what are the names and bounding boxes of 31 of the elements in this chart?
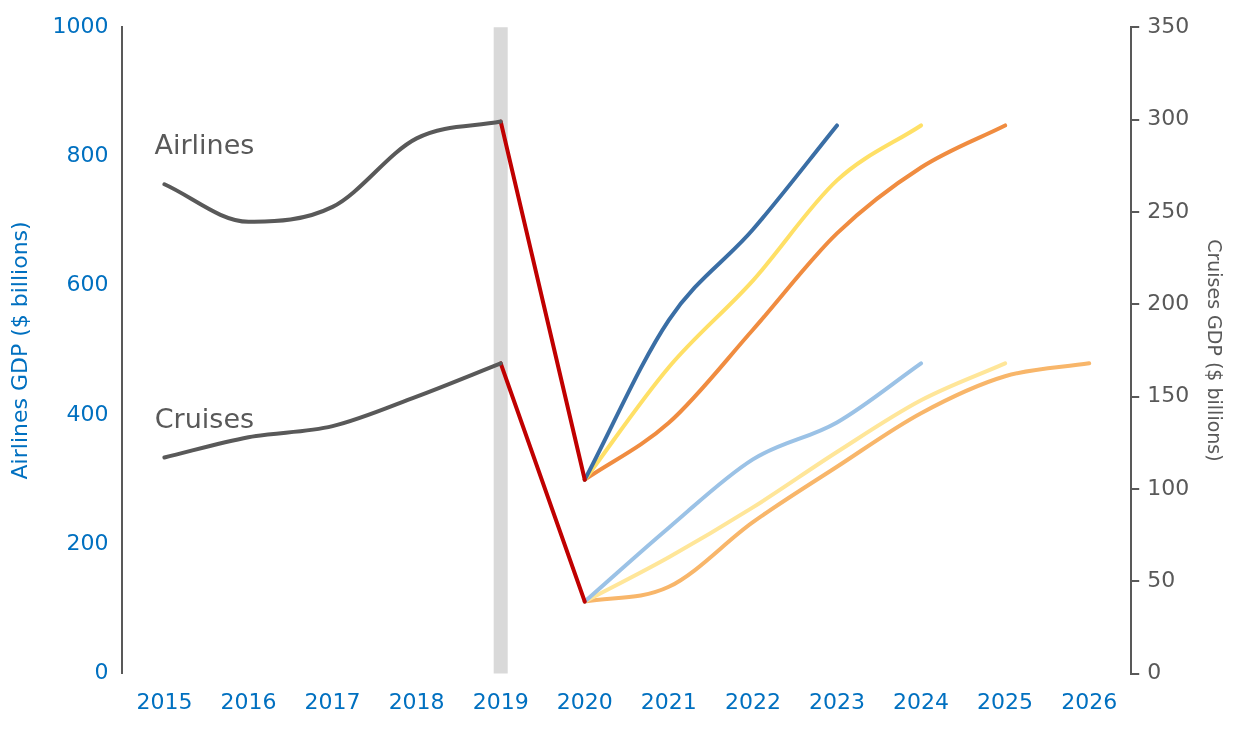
y2-tick-label: 300 xyxy=(1147,105,1190,131)
y-axis-title: Airlines GDP ($ billions) xyxy=(6,221,32,480)
y-tick-label: 1000 xyxy=(52,12,109,38)
y2-tick-label: 150 xyxy=(1147,382,1190,408)
x-tick-label: 2026 xyxy=(1061,688,1118,714)
y2-tick-label: 250 xyxy=(1147,197,1190,223)
y-tick-label: 0 xyxy=(94,659,109,685)
y2-tick-label: 50 xyxy=(1147,566,1176,592)
line-series xyxy=(582,123,839,482)
x-tick-label: 2018 xyxy=(388,688,445,714)
y-tick-label: 800 xyxy=(66,142,109,168)
y-tick-label: 200 xyxy=(66,530,109,556)
x-tick-label: 2021 xyxy=(640,688,697,714)
x-tick-label: 2019 xyxy=(472,688,529,714)
y2-axis-title: Cruises GDP ($ billions) xyxy=(1203,239,1226,462)
x-tick-label: 2015 xyxy=(136,688,193,714)
x-tick-label: 2025 xyxy=(977,688,1034,714)
y-tick-label: 600 xyxy=(66,271,109,297)
x-tick-label: 2022 xyxy=(724,688,781,714)
x-tick-label: 2023 xyxy=(808,688,865,714)
y2-tick-label: 0 xyxy=(1147,659,1162,685)
y-tick-label: 400 xyxy=(66,400,109,426)
x-tick-label: 2020 xyxy=(556,688,613,714)
y2-tick-label: 200 xyxy=(1147,289,1190,315)
series-label: Airlines xyxy=(154,129,255,161)
x-tick-label: 2024 xyxy=(893,688,950,714)
series-label: Cruises xyxy=(154,402,255,434)
y2-tick-label: 100 xyxy=(1147,474,1190,500)
x-tick-label: 2016 xyxy=(220,688,277,714)
y2-tick-label: 350 xyxy=(1147,12,1190,38)
x-tick-label: 2017 xyxy=(304,688,361,714)
